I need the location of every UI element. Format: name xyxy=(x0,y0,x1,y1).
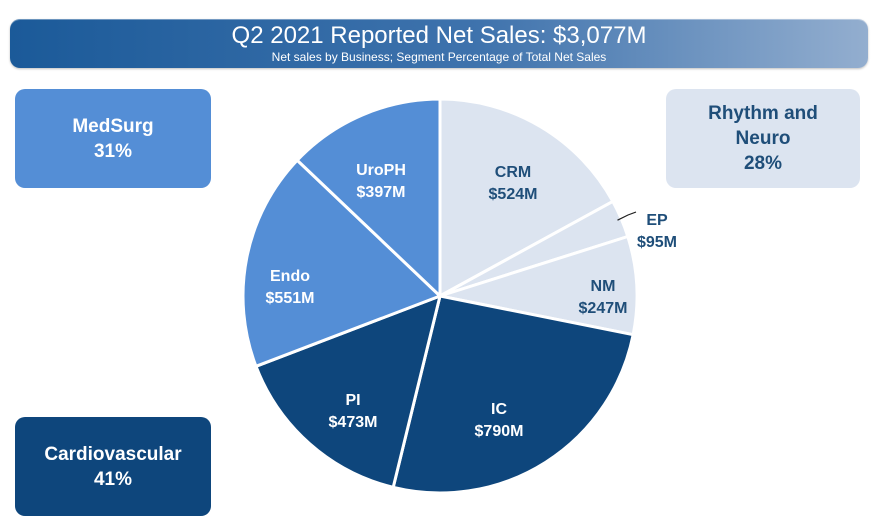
slice-name-endo: Endo xyxy=(270,268,310,285)
slice-value-endo: $551M xyxy=(266,290,315,307)
rhythm-percent: 28% xyxy=(743,153,783,174)
pie-slice-pi xyxy=(254,294,442,489)
rhythm-neuro-legend-box: Rhythm and Neuro 28% xyxy=(666,89,860,188)
slice-value-ep: $95M xyxy=(637,234,677,251)
cardiovascular-legend-box: Cardiovascular 41% xyxy=(15,417,211,516)
slice-value-pi: $473M xyxy=(329,414,378,431)
medsurg-name: MedSurg xyxy=(72,115,154,137)
pie-slice-uroph xyxy=(295,97,442,298)
medsurg-percent: 31% xyxy=(93,140,133,162)
title-banner: Q2 2021 Reported Net Sales: $3,077M Net … xyxy=(10,19,868,68)
cardio-name: Cardiovascular xyxy=(44,443,182,465)
slice-name-ep: EP xyxy=(646,212,668,229)
slice-value-ic: $790M xyxy=(475,423,524,440)
slice-name-pi: PI xyxy=(345,392,360,409)
rhythm-name-line1: Rhythm and xyxy=(708,103,818,124)
cardio-percent: 41% xyxy=(93,468,133,490)
slice-value-nm: $247M xyxy=(579,300,628,317)
pie-slice-crm xyxy=(438,97,615,298)
medsurg-legend-box: MedSurg 31% xyxy=(15,89,211,188)
chart-title: Q2 2021 Reported Net Sales: $3,077M xyxy=(231,22,647,49)
slice-value-uroph: $397M xyxy=(357,184,406,201)
chart-subtitle: Net sales by Business; Segment Percentag… xyxy=(271,50,607,64)
rhythm-name-line2: Neuro xyxy=(735,128,791,149)
slice-name-uroph: UroPH xyxy=(356,162,406,179)
pie-slice-endo xyxy=(241,158,442,368)
slice-value-crm: $524M xyxy=(489,186,538,203)
pie-slice-nm xyxy=(438,235,639,337)
leader-line-ep xyxy=(617,211,637,221)
slice-name-crm: CRM xyxy=(495,164,531,181)
pie-slice-ic xyxy=(391,294,635,495)
slice-name-ic: IC xyxy=(491,401,507,418)
slice-name-nm: NM xyxy=(591,278,616,295)
